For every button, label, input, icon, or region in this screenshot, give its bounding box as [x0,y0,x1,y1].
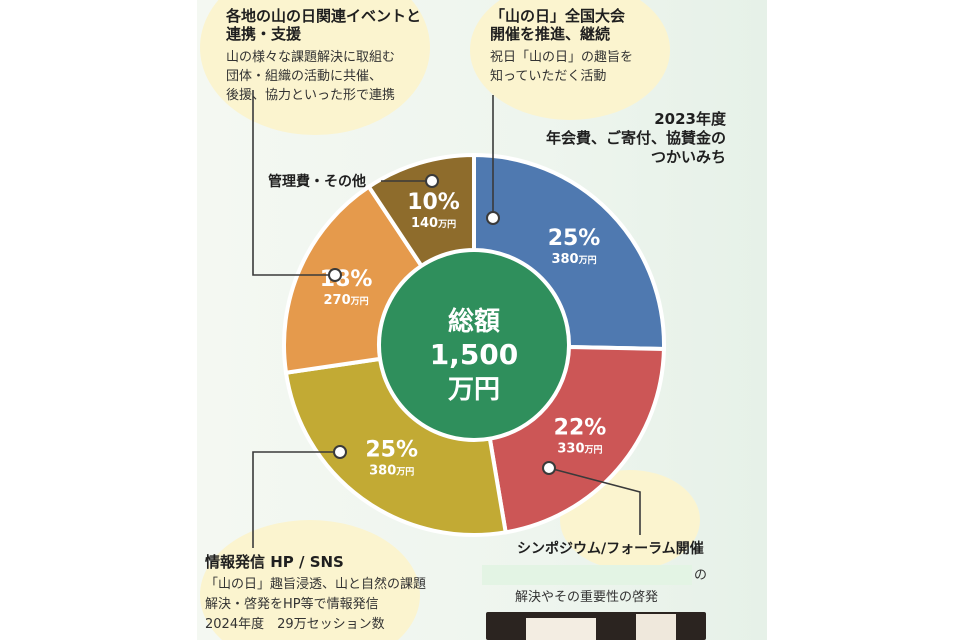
decor-blob-top-left [200,0,430,135]
national-convention-body-line2: 知っていただく活動 [490,69,607,84]
leader-dot-admin [425,174,439,188]
info-body-line2: 解決・啓発をHP等で情報発信 [205,597,379,612]
decor-blob-bottom-left [200,520,420,640]
info-title: 情報発信 HP / SNS [205,553,344,571]
photo-sign-right [636,614,676,640]
slice-percent-label: 22% [554,415,607,440]
local-events-body-line2: 団体・組織の活動に共催、 [226,69,383,84]
slice-amount-label: 330万円 [557,441,602,456]
leader-dot-symposium [542,461,556,475]
slice-mustard [283,356,508,537]
slice-amount-label: 380万円 [551,252,596,267]
highlight-bar [482,565,692,585]
admin-title: 管理費・その他 [268,174,366,190]
slice-red [487,344,667,535]
local-events-title-line2: 連携・支援 [226,25,302,43]
info-body-line3: 2024年度 29万セッション数 [205,617,385,632]
event-photo [486,612,706,640]
decor-blob-top-right [470,0,670,120]
national-convention-title-line1: 「山の日」全国大会 [490,7,626,25]
slice-percent-label: 18% [320,267,373,292]
headline-year: 2023年度 [654,110,726,128]
slice-percent-label: 25% [365,437,418,462]
local-events-body-line3: 後援、協力といった形で連携 [226,88,396,103]
leader-info [252,451,340,548]
local-events-body-line1: 山の様々な課題解決に取組む [226,50,396,65]
center-label-line3: 万円 [448,375,500,405]
national-convention-title-line2: 開催を推進、継続 [490,25,611,43]
leader-symposium [548,467,641,535]
chart-headline: 2023年度 年会費、ご寄付、協賛金の つかいみち [520,110,726,167]
headline-line3: つかいみち [650,148,726,166]
center-circle [381,252,567,438]
photo-sign-left [526,618,596,640]
leader-dot-national-convention [486,211,500,225]
slice-amount-label: 380万円 [369,463,414,478]
center-label-line1: 総額 [448,306,500,337]
slice-brown [366,152,476,269]
slice-orange [282,183,425,376]
slice-percent-label: 25% [548,226,601,251]
symposium-body-line1: の [694,568,708,583]
national-convention-body-line1: 祝日「山の日」の趣旨を [490,50,634,65]
center-label-line2: 1,500 [430,338,519,371]
leader-dot-local-events [328,268,342,282]
leader-local-events [252,90,335,276]
info-body-line1: 「山の日」趣旨浸透、山と自然の課題 [205,577,427,592]
slice-amount-label: 270万円 [324,293,369,308]
slice-percent-label: 10% [407,190,460,215]
slice-blue [472,152,666,352]
slice-amount-label: 140万円 [411,216,456,231]
leader-dot-info [333,445,347,459]
local-events-title-line1: 各地の山の日関連イベントと [226,7,422,25]
symposium-title: シンポジウム/フォーラム開催 [517,541,704,557]
symposium-body-line2: 解決やその重要性の啓発 [515,590,659,605]
headline-line2: 年会費、ご寄付、協賛金の [545,129,726,147]
